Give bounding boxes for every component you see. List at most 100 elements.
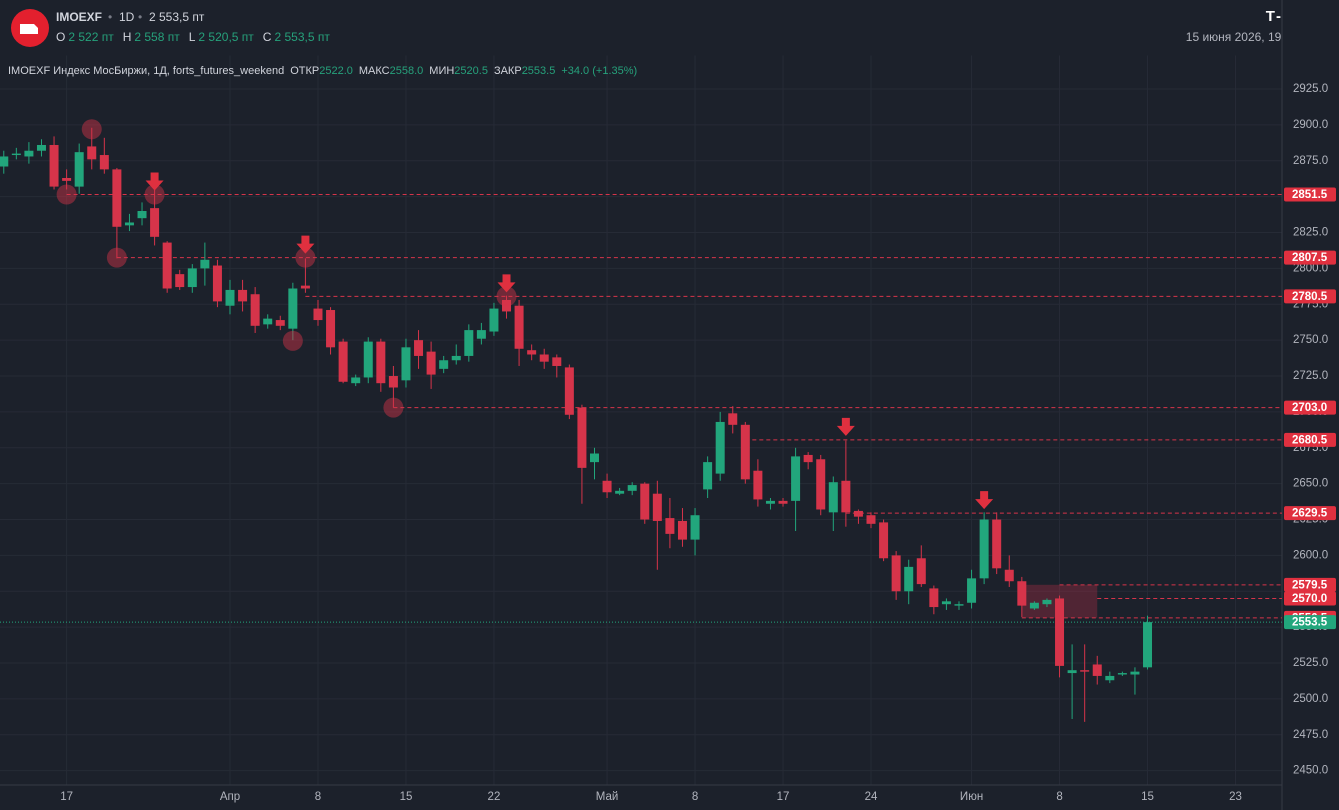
candle-body [1029,602,1039,609]
candle-body [1130,671,1140,675]
candle-body [753,470,763,500]
candle-body [99,155,109,170]
candle-body [288,288,298,329]
y-tick-label: 2600.0 [1293,549,1328,561]
y-tick-label: 2800.0 [1293,262,1328,274]
level-tag [1284,289,1336,304]
legend-name: IMOEXF Индекс МосБиржи, 1Д, forts_future… [8,65,285,77]
candle-body [740,424,750,480]
candle-body [916,558,926,585]
candle-body [941,601,951,605]
candle-body [615,490,625,494]
candle-body [439,360,449,369]
ohlc-value: 2 520,5 пт [198,30,254,44]
candle-body [338,341,348,382]
candle-body [1143,622,1153,668]
candle-body [87,146,97,160]
level-label: 2680.5 [1292,434,1328,446]
marker-circle [56,184,77,205]
candle-body [137,211,147,219]
candle-body [602,480,612,493]
legend-value: 2558.0 [389,65,424,77]
candle-body [652,493,662,521]
legend: IMOEXF Индекс МосБиржи, 1Д, forts_future… [8,65,637,77]
candle-body [577,407,587,468]
candle-body [225,289,235,306]
legend-key: ЗАКР [493,65,522,77]
candle-body [1004,569,1014,582]
candle-body [74,152,84,187]
candle-body [1055,598,1065,666]
candle-body [954,604,964,606]
candle-body [275,320,285,326]
candle-body [979,519,989,579]
candle-body [112,169,122,227]
y-tick-label: 2875.0 [1293,155,1328,167]
candle-body [502,299,512,312]
candle-body [313,308,323,321]
candle-body [263,318,273,325]
candle-body [62,177,72,181]
y-tick-label: 2500.0 [1293,693,1328,705]
candle-body [1067,670,1077,674]
y-tick-label: 2475.0 [1293,729,1328,741]
level-tag [1284,400,1336,415]
y-tick-label: 2925.0 [1293,83,1328,95]
level-label: 2807.5 [1292,252,1328,264]
candle-body [715,421,725,474]
ohlc-key: L [188,30,196,44]
candle-body [514,305,524,349]
candle-body [791,456,801,501]
candle-body [967,578,977,603]
candle-body [992,519,1002,569]
candle-body [464,330,474,356]
candle-body [363,341,373,378]
candle-body [1042,599,1052,605]
candle-body [351,377,361,384]
marker-arrow [145,172,164,191]
candle-body [765,500,775,504]
candle-body [24,150,34,157]
legend-key: МАКС [358,65,390,77]
y-tick-label: 2900.0 [1293,119,1328,131]
candle-body [853,510,863,517]
level-label: 2629.5 [1292,508,1328,520]
candle-body [300,285,310,289]
marker-circle [106,247,127,268]
ohlc-key: C [262,30,272,44]
y-tick-label: 2825.0 [1293,227,1328,239]
ohlc-value: 2 553,5 пт [274,30,330,44]
candle-body [49,144,59,187]
candle-body [187,268,197,288]
level-tag [1284,506,1336,521]
x-tick-label: 8 [1056,791,1062,803]
ohlc-key: H [122,30,132,44]
legend-key: ОТКР [290,65,320,77]
y-tick-label: 2725.0 [1293,370,1328,382]
candle-body [816,459,826,510]
marker-circle [81,119,102,140]
candle-body [1117,673,1127,675]
candle-body [426,351,436,375]
y-tick-label: 2450.0 [1293,765,1328,777]
candle-body [388,376,398,388]
ohlc-value: 2 522 пт [68,30,114,44]
x-tick-label: Апр [220,791,240,803]
x-tick-label: 23 [1229,791,1242,803]
candle-body [527,350,537,355]
candle-body [703,462,713,490]
level-label: 2703.0 [1292,402,1327,414]
marker-circle [383,397,404,418]
legend-change: +34.0 (+1.35%) [561,65,638,77]
candle-body [891,555,901,592]
candle-body [476,330,486,339]
x-tick-label: 15 [1141,791,1154,803]
candle-body [376,341,386,384]
candle-body [803,454,813,463]
marker-circle [282,330,303,351]
level-label: 2851.5 [1292,189,1328,201]
level-label: 2570.0 [1292,593,1327,605]
legend-value: 2522.0 [319,65,353,77]
